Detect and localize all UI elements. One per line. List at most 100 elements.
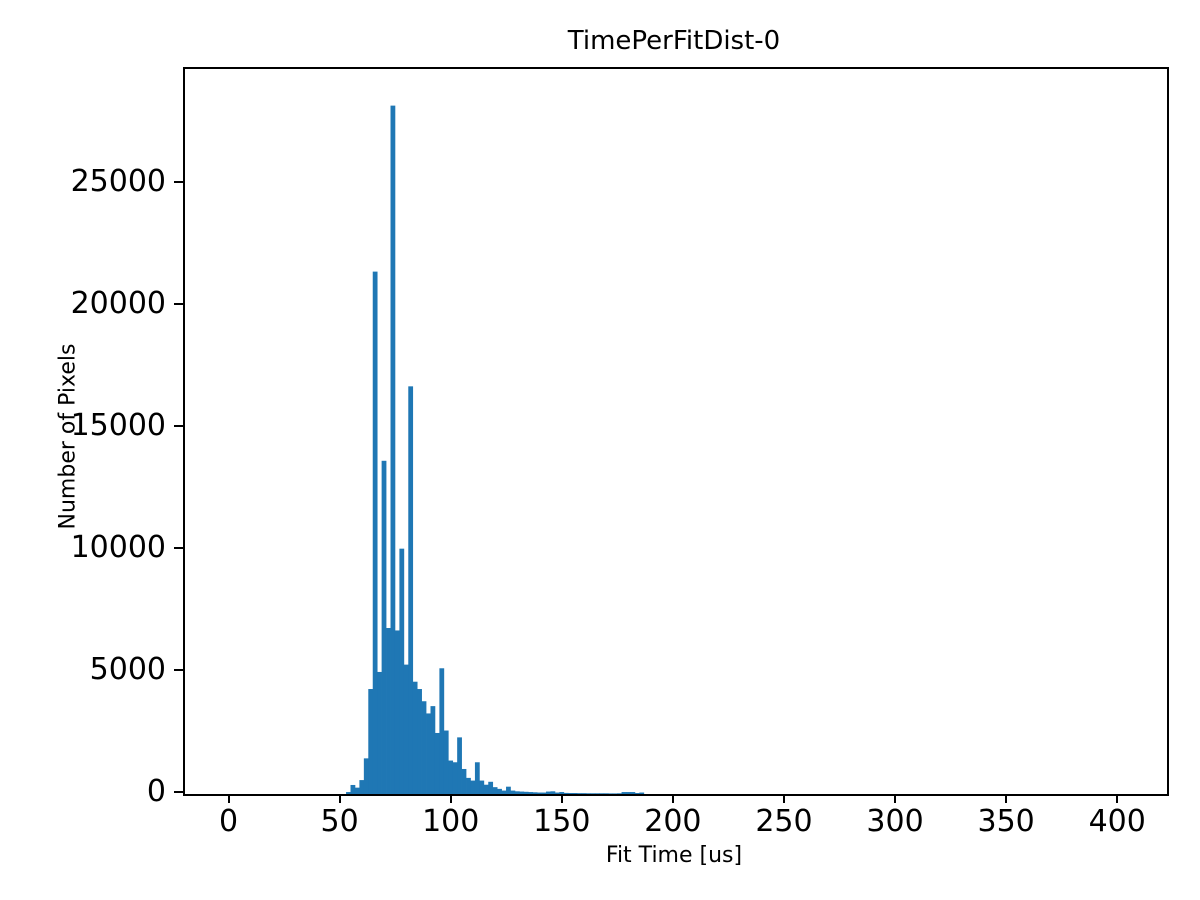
histogram-bin: [403, 664, 409, 794]
histogram-bin: [372, 271, 378, 794]
x-axis-label: Fit Time [us]: [605, 843, 743, 868]
histogram-bin: [639, 792, 645, 794]
histogram-bin: [386, 628, 391, 794]
x-tick-mark: [1005, 794, 1008, 803]
histogram-bin: [594, 793, 600, 794]
histogram-bin: [359, 780, 365, 794]
histogram-bin: [541, 792, 547, 794]
histogram-bin: [532, 792, 538, 794]
y-tick-label: 0: [146, 774, 166, 809]
histogram-bin: [488, 781, 494, 794]
histogram-bin: [434, 732, 440, 794]
histogram-bin: [426, 713, 431, 794]
histogram-bin: [626, 792, 631, 794]
histogram-bin: [346, 792, 351, 794]
x-tick-label: 150: [533, 804, 591, 839]
histogram-bin: [457, 737, 462, 794]
histogram-bin: [554, 792, 560, 794]
y-tick-label: 20000: [70, 285, 166, 321]
x-tick-label: 200: [644, 804, 702, 839]
histogram-bin: [443, 730, 449, 794]
histogram-bin: [510, 790, 516, 794]
histogram-bin: [417, 689, 422, 794]
histogram-bin: [617, 793, 622, 794]
x-tick-mark: [671, 794, 674, 803]
histogram-bin: [497, 788, 502, 794]
y-tick-label: 5000: [89, 651, 166, 687]
y-tick-mark: [174, 668, 183, 671]
histogram-bin: [421, 701, 427, 794]
histogram-bin: [603, 793, 609, 794]
x-tick-mark: [894, 794, 897, 803]
histogram-bin: [368, 689, 374, 794]
histogram-bin: [461, 768, 467, 794]
x-tick-label: 100: [422, 804, 480, 839]
histogram-bin: [563, 792, 569, 794]
y-tick-mark: [174, 546, 183, 549]
y-tick-mark: [174, 180, 183, 183]
histogram-bin: [599, 793, 605, 794]
y-tick-label: 10000: [70, 529, 166, 565]
histogram-bin: [466, 777, 471, 794]
histogram-bin: [439, 668, 445, 794]
y-tick-label: 25000: [70, 163, 166, 199]
histogram-bin: [506, 786, 511, 794]
histogram-bin: [621, 792, 627, 794]
plot-area: [183, 67, 1169, 796]
histogram-bin: [528, 792, 534, 794]
histogram-bin: [514, 791, 520, 794]
histogram-bin: [474, 762, 480, 794]
histogram-bin: [492, 787, 498, 794]
histogram-bin: [377, 671, 382, 794]
x-tick-label: 250: [755, 804, 813, 839]
histogram-bin: [354, 787, 360, 794]
histogram-bin: [577, 793, 582, 794]
histogram-bin: [537, 792, 542, 794]
x-tick-label: 50: [320, 804, 359, 839]
y-tick-mark: [174, 302, 183, 305]
histogram-bin: [483, 784, 489, 794]
x-tick-label: 400: [1088, 804, 1146, 839]
histogram-bin: [546, 791, 551, 794]
histogram-bin: [523, 791, 529, 794]
histogram-bin: [630, 792, 636, 794]
x-tick-label: 300: [866, 804, 924, 839]
histogram-bin: [470, 780, 476, 794]
histogram-bin: [634, 793, 640, 794]
histogram-bin: [394, 630, 400, 794]
histogram-bin: [572, 793, 578, 794]
y-tick-mark: [174, 791, 183, 793]
histogram-bin: [568, 793, 574, 794]
histogram-bin: [608, 793, 614, 794]
histogram-bin: [590, 793, 596, 794]
histogram-bin: [448, 760, 454, 794]
histogram-bin: [519, 791, 525, 794]
histogram-bin: [399, 548, 405, 794]
x-tick-mark: [1116, 794, 1119, 803]
histogram-bin: [381, 460, 387, 794]
histogram-bin: [412, 681, 418, 794]
histogram-bin: [559, 792, 565, 794]
x-tick-mark: [449, 794, 452, 803]
histogram-bin: [581, 793, 587, 794]
chart-title: TimePerFitDist-0: [567, 26, 781, 56]
histogram-bin: [390, 105, 396, 794]
histogram-bin: [479, 780, 485, 794]
histogram-bin: [408, 386, 414, 794]
x-tick-mark: [227, 794, 230, 803]
histogram-bin: [430, 706, 436, 794]
histogram-bin: [612, 793, 618, 794]
y-tick-label: 15000: [70, 407, 166, 443]
histogram-bin: [452, 762, 458, 794]
histogram-bin: [350, 784, 356, 794]
x-tick-mark: [782, 794, 785, 803]
histogram-bin: [363, 758, 369, 794]
x-tick-mark: [560, 794, 563, 803]
histogram-bars: [346, 105, 645, 794]
x-tick-label: 350: [977, 804, 1035, 839]
histogram-bin: [586, 793, 591, 794]
x-tick-mark: [338, 794, 341, 803]
y-tick-mark: [174, 424, 183, 427]
histogram-bin: [501, 790, 507, 794]
